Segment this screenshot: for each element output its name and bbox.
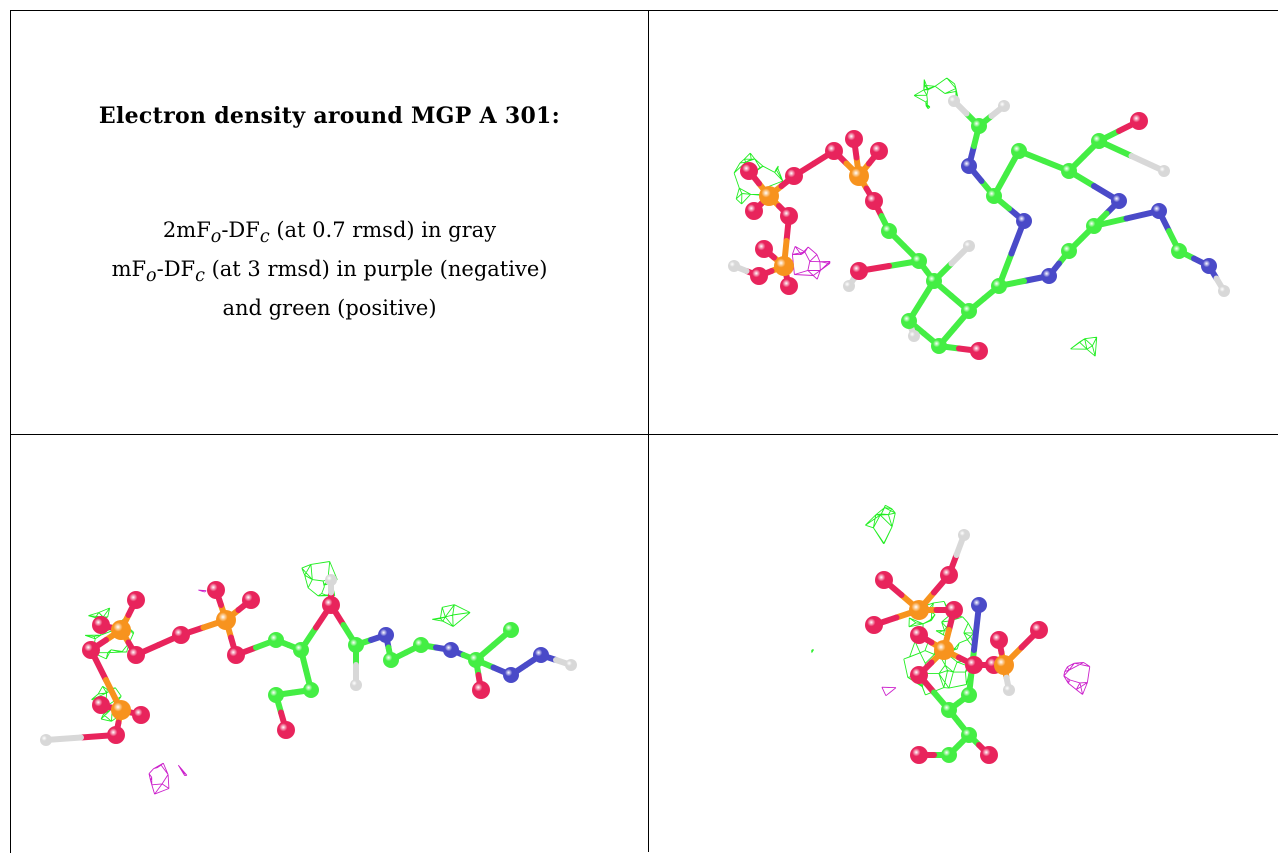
bonds (871, 532, 1042, 758)
legend-line-fo-fc: mFo-DFc (at 3 rmsd) in purple (negative) (111, 257, 548, 287)
view-bottom-left (11, 435, 648, 852)
atoms (865, 529, 1048, 764)
density-mesh (811, 504, 977, 696)
view-top-right (649, 11, 1278, 434)
atoms (728, 95, 1230, 360)
density-mesh (791, 246, 831, 280)
legend-line-colors: and green (positive) (222, 296, 437, 321)
density-render-top-right (728, 77, 1230, 360)
atoms (40, 574, 577, 746)
caption-cell: Electron density around MGP A 301: 2mFo-… (11, 11, 648, 434)
density-mesh (148, 589, 207, 795)
grid-divider-horizontal (10, 434, 1278, 435)
density-render-bottom-left (40, 561, 577, 795)
figure-grid (10, 10, 1278, 853)
density-mesh (881, 662, 1091, 697)
legend-line-2fo-fc: 2mFo-DFc (at 0.7 rmsd) in gray (162, 218, 497, 248)
figure-description: 2mFo-DFc (at 0.7 rmsd) in gray mFo-DFc (… (11, 214, 648, 324)
density-render-bottom-right (811, 504, 1091, 764)
view-bottom-right (649, 435, 1278, 852)
figure-title: Electron density around MGP A 301: (98, 103, 561, 129)
grid-divider-vertical (648, 10, 649, 852)
density-mesh (913, 77, 1098, 357)
bonds (731, 98, 1227, 354)
